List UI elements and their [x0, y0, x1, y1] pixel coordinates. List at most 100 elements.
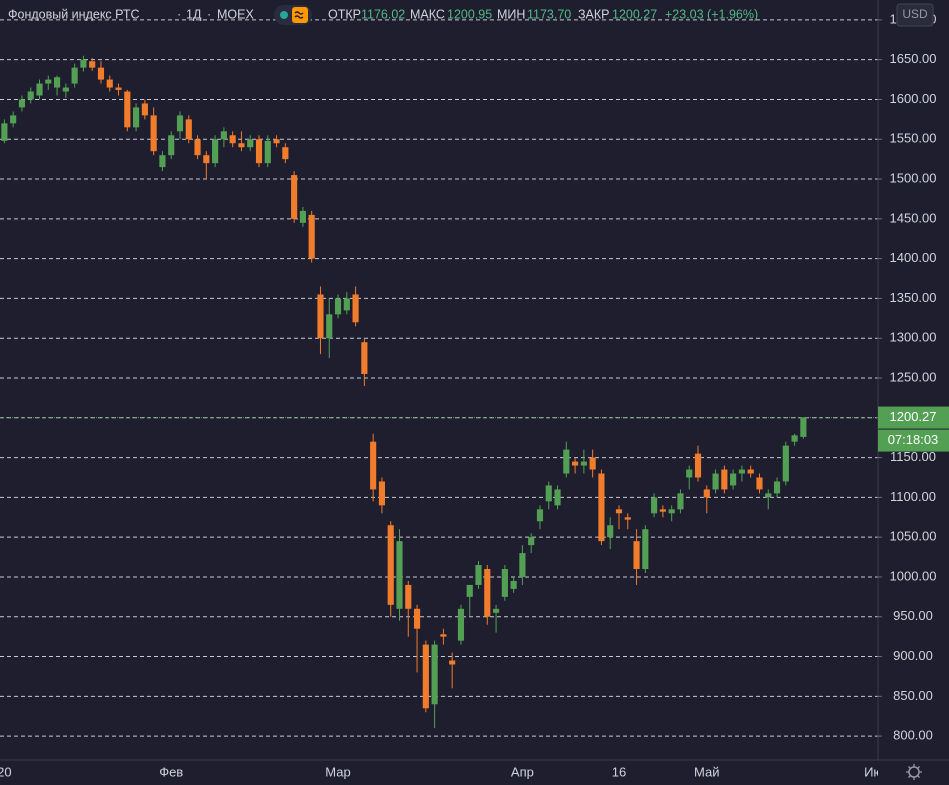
x-tick-label: Ию [864, 764, 883, 779]
candle-body [273, 139, 280, 144]
candle-body [334, 298, 342, 315]
candle-body [220, 131, 227, 140]
candle-body [765, 493, 772, 498]
candle-body [800, 417, 807, 437]
candle-body [71, 67, 78, 84]
low-value: 1173.70 [527, 7, 571, 21]
candle-body [554, 489, 561, 506]
candle-body [405, 584, 412, 609]
change-value: +23.03 (+1.96%) [665, 7, 758, 21]
candle-body [106, 79, 113, 88]
last-price-box [878, 406, 949, 429]
candle-body [457, 608, 465, 641]
candle-body [651, 497, 658, 514]
candle-body [229, 135, 236, 144]
y-tick-label: 1250.00 [890, 369, 937, 384]
grid [0, 19, 878, 737]
candle-body [782, 445, 789, 482]
currency-button[interactable] [896, 3, 934, 27]
candle-body [501, 569, 508, 597]
x-tick-label: Май [694, 764, 719, 779]
candle-body [133, 107, 140, 128]
separator: · [207, 7, 211, 21]
currency-label: USD [902, 7, 928, 21]
candle-body [326, 314, 333, 339]
candle-body [738, 469, 745, 474]
axes: 800.00 850.00 900.00 950.00 1000.00 1050.00 11… [0, 11, 949, 779]
y-tick-label: 1000.00 [890, 568, 937, 583]
y-tick-label: 1500.00 [890, 170, 937, 185]
x-tick-label: 16 [612, 764, 626, 779]
candle-body [449, 660, 456, 665]
y-tick-label: 1150.00 [890, 449, 936, 464]
candle-body [27, 91, 34, 100]
candle-body [484, 569, 491, 617]
candle-body [492, 608, 500, 613]
candle-body [475, 565, 482, 585]
y-tick-label: 950.00 [893, 608, 933, 623]
candle-body [150, 115, 157, 152]
candle-body [396, 541, 403, 609]
close-value: 1200.27 [612, 7, 657, 21]
y-tick-label: 1450.00 [890, 210, 937, 225]
exchange: MOEX [217, 7, 254, 21]
y-tick-label: 800.00 [893, 728, 933, 743]
candle-body [352, 294, 359, 323]
countdown-label: 07:18:03 [888, 432, 939, 447]
delay-icon [292, 7, 308, 23]
candle-body [361, 342, 368, 375]
y-tick-label: 850.00 [893, 688, 933, 703]
candle-body [185, 119, 192, 140]
candle-body [299, 210, 306, 223]
candle-body [97, 67, 105, 80]
settings-icon[interactable] [906, 764, 922, 780]
candle-body [203, 155, 210, 164]
candle-body [642, 529, 649, 570]
candle-body [677, 493, 684, 510]
legend-header: Фондовый индекс РТС · 1Д · MOEX ОТКР 117… [8, 5, 758, 25]
candle-body [115, 87, 122, 90]
candle-body [247, 139, 254, 148]
candle-body [791, 435, 798, 442]
x-tick-label: 20 [0, 764, 12, 779]
y-tick-label: 1350.00 [890, 290, 937, 305]
candle-body [563, 449, 570, 474]
candle-body [10, 115, 17, 124]
open-value: 1176.02 [361, 7, 405, 21]
y-tick-label: 1100.00 [890, 489, 936, 504]
candle-body [89, 61, 96, 68]
candle-body [141, 103, 148, 116]
x-tick-label: Апр [511, 764, 534, 779]
candle-body [413, 608, 421, 629]
candle-body [756, 477, 763, 490]
candle-body [264, 140, 271, 164]
candle-body [598, 473, 605, 542]
low-label: МИН [497, 7, 525, 21]
last-price-label: 1200.27 [890, 409, 937, 424]
y-tick-label: 1650.00 [890, 51, 937, 66]
candle-body [615, 509, 623, 514]
candle-body [545, 485, 552, 502]
candle-body [291, 175, 298, 219]
candle-body [607, 525, 614, 538]
y-tick-label: 1400.00 [890, 250, 937, 265]
delay-icon-glyph [294, 11, 304, 19]
candle-body [194, 139, 201, 156]
candle-body [80, 59, 87, 68]
candle-body [633, 541, 640, 570]
candle-body [45, 79, 52, 84]
candle-body [1, 123, 8, 141]
interval: 1Д [186, 7, 202, 21]
candle-body [466, 584, 473, 597]
candle-body [238, 143, 245, 148]
candle-body [624, 517, 631, 520]
candle-body [308, 214, 315, 259]
candle-body [730, 473, 737, 486]
candle-body [378, 481, 386, 506]
y-tick-label: 1550.00 [890, 131, 937, 146]
x-tick-label: Фев [159, 764, 183, 779]
candle-body [212, 139, 219, 164]
close-label: ЗАКР [578, 7, 610, 21]
